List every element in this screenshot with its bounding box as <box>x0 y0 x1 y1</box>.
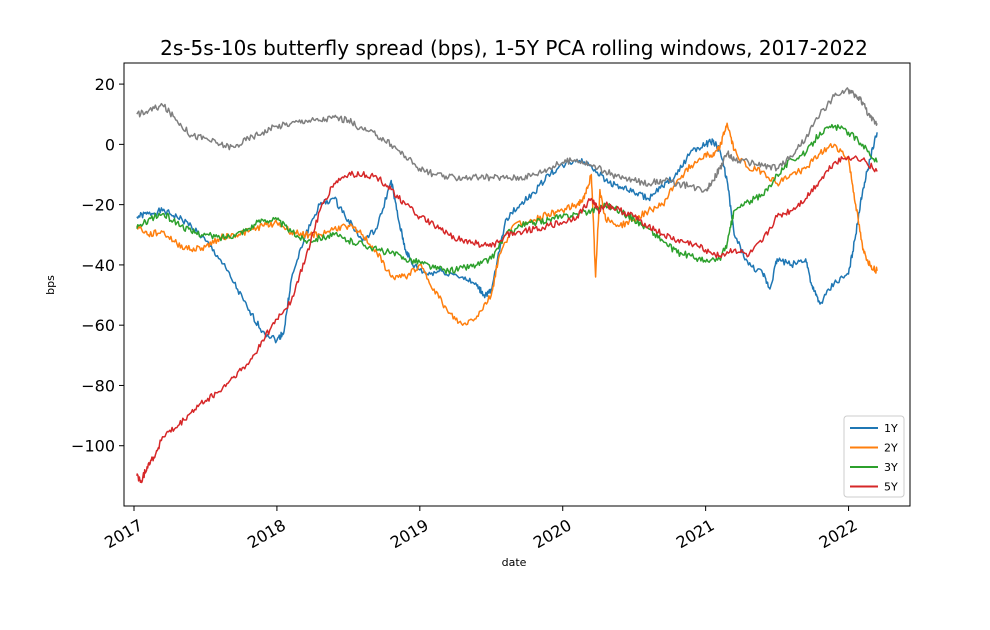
x-tick-label: 2018 <box>244 515 289 552</box>
y-tick-label: −40 <box>81 256 115 275</box>
y-axis: 20 0 −20 −40 −60 −80 −100 <box>71 75 124 456</box>
y-tick-label: −80 <box>81 376 115 395</box>
y-tick-label: 0 <box>105 135 115 154</box>
x-tick-label: 2020 <box>530 515 575 552</box>
legend-label-3y: 3Y <box>884 461 898 474</box>
y-tick-label: −60 <box>81 316 115 335</box>
x-tick-label: 2017 <box>101 515 146 552</box>
chart-title: 2s-5s-10s butterfly spread (bps), 1-5Y P… <box>160 36 868 60</box>
x-axis-label: date <box>502 556 527 569</box>
plot-area <box>136 87 878 484</box>
series-line-gray <box>136 87 878 193</box>
plot-frame <box>123 62 911 507</box>
series-line-1y <box>136 132 878 344</box>
series-line-2y <box>136 122 878 326</box>
x-tick-label: 2022 <box>816 515 861 552</box>
y-tick-label: 20 <box>95 75 115 94</box>
y-tick-label: −20 <box>81 196 115 215</box>
y-tick-label: −100 <box>71 437 115 456</box>
legend-box <box>843 415 905 498</box>
series-line-3y <box>136 123 878 275</box>
legend-label-5y: 5Y <box>884 481 898 494</box>
legend-label-2y: 2Y <box>884 442 898 455</box>
legend: 1Y 2Y 3Y 5Y <box>843 415 905 498</box>
y-axis-label: bps <box>44 275 57 295</box>
x-tick-label: 2021 <box>673 515 718 552</box>
x-axis: 2017 2018 2019 2020 2021 2022 <box>101 506 861 552</box>
x-tick-label: 2019 <box>387 515 432 552</box>
legend-label-1y: 1Y <box>884 422 898 435</box>
series-line-5y <box>136 155 878 484</box>
